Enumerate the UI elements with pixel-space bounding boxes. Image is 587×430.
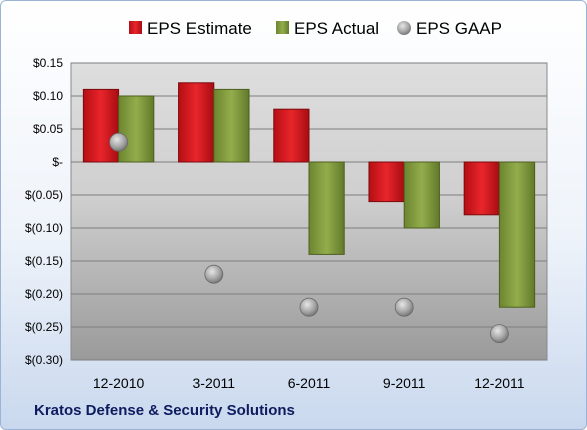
y-tick-label: $(0.30): [25, 353, 63, 367]
actual-bar: [308, 161, 345, 255]
estimate-bar: [178, 82, 215, 163]
legend-item-gaap: EPS GAAP: [397, 19, 502, 38]
x-tick-label: 3-2011: [193, 375, 236, 391]
y-tick-label: $-: [52, 155, 63, 169]
estimate-bar: [368, 161, 405, 203]
x-tick-label: 12-2010: [93, 375, 145, 391]
legend-item-actual: EPS Actual: [276, 19, 379, 38]
y-axis-labels: $0.15 $0.10 $0.05 $- $(0.05) $(0.10) $(0.15) $(…: [25, 56, 63, 367]
legend-swatch-estimate: [129, 21, 142, 34]
y-tick-label: $(0.15): [25, 254, 63, 268]
y-tick-label: $0.05: [33, 122, 63, 136]
actual-bar: [403, 161, 440, 229]
gaap-marker: [204, 264, 224, 284]
actual-bar: [118, 95, 155, 163]
gaap-marker: [109, 132, 128, 152]
gaap-markers: [109, 132, 509, 344]
x-tick-label: 6-2011: [288, 375, 331, 391]
legend-swatch-actual: [276, 21, 289, 34]
gaap-marker: [299, 297, 319, 317]
y-tick-label: $0.15: [33, 56, 63, 70]
estimate-bar: [82, 88, 120, 163]
legend-item-estimate: EPS Estimate: [129, 19, 252, 38]
legend-label-actual: EPS Actual: [294, 19, 379, 38]
bars: [82, 82, 536, 308]
company-name: Kratos Defense & Security Solutions: [34, 402, 295, 419]
y-tick-label: $(0.10): [25, 221, 63, 235]
legend-label-gaap: EPS GAAP: [416, 19, 502, 38]
estimate-bar: [273, 108, 310, 163]
y-tick-label: $(0.05): [25, 188, 63, 202]
gaap-marker: [394, 297, 414, 317]
y-tick-label: $0.10: [33, 89, 63, 103]
x-axis-labels: 12-2010 3-2011 6-2011 9-2011 12-2011: [93, 375, 525, 391]
y-tick-label: $(0.25): [25, 320, 63, 334]
x-tick-label: 12-2011: [474, 375, 525, 391]
actual-bar: [498, 161, 536, 308]
actual-bar: [213, 88, 250, 163]
legend-label-estimate: EPS Estimate: [147, 19, 252, 38]
estimate-bar: [463, 161, 500, 216]
y-tick-label: $(0.20): [25, 287, 63, 301]
legend-swatch-gaap: [397, 21, 411, 35]
legend: EPS Estimate EPS Actual EPS GAAP: [129, 19, 502, 38]
gaap-marker: [489, 324, 509, 344]
x-tick-label: 9-2011: [383, 375, 426, 391]
